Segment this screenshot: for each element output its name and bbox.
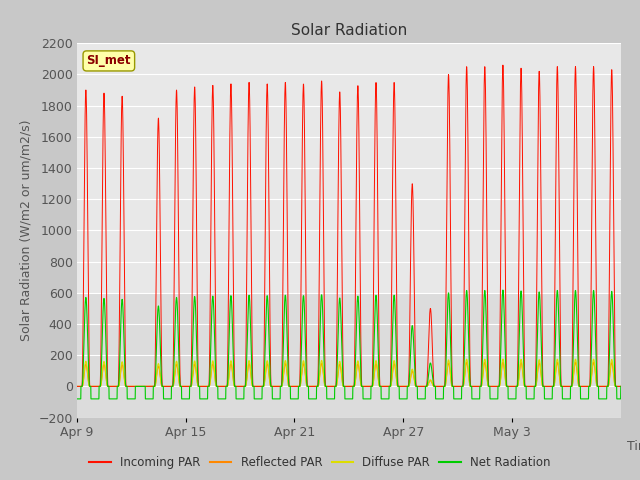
Bar (77, 43, 621, 293)
Text: SI_met: SI_met (86, 54, 131, 67)
X-axis label: Time: Time (627, 440, 640, 453)
Legend: Incoming PAR, Reflected PAR, Diffuse PAR, Net Radiation: Incoming PAR, Reflected PAR, Diffuse PAR… (84, 452, 556, 474)
Y-axis label: Solar Radiation (W/m2 or um/m2/s): Solar Radiation (W/m2 or um/m2/s) (20, 120, 33, 341)
Title: Solar Radiation: Solar Radiation (291, 23, 407, 38)
